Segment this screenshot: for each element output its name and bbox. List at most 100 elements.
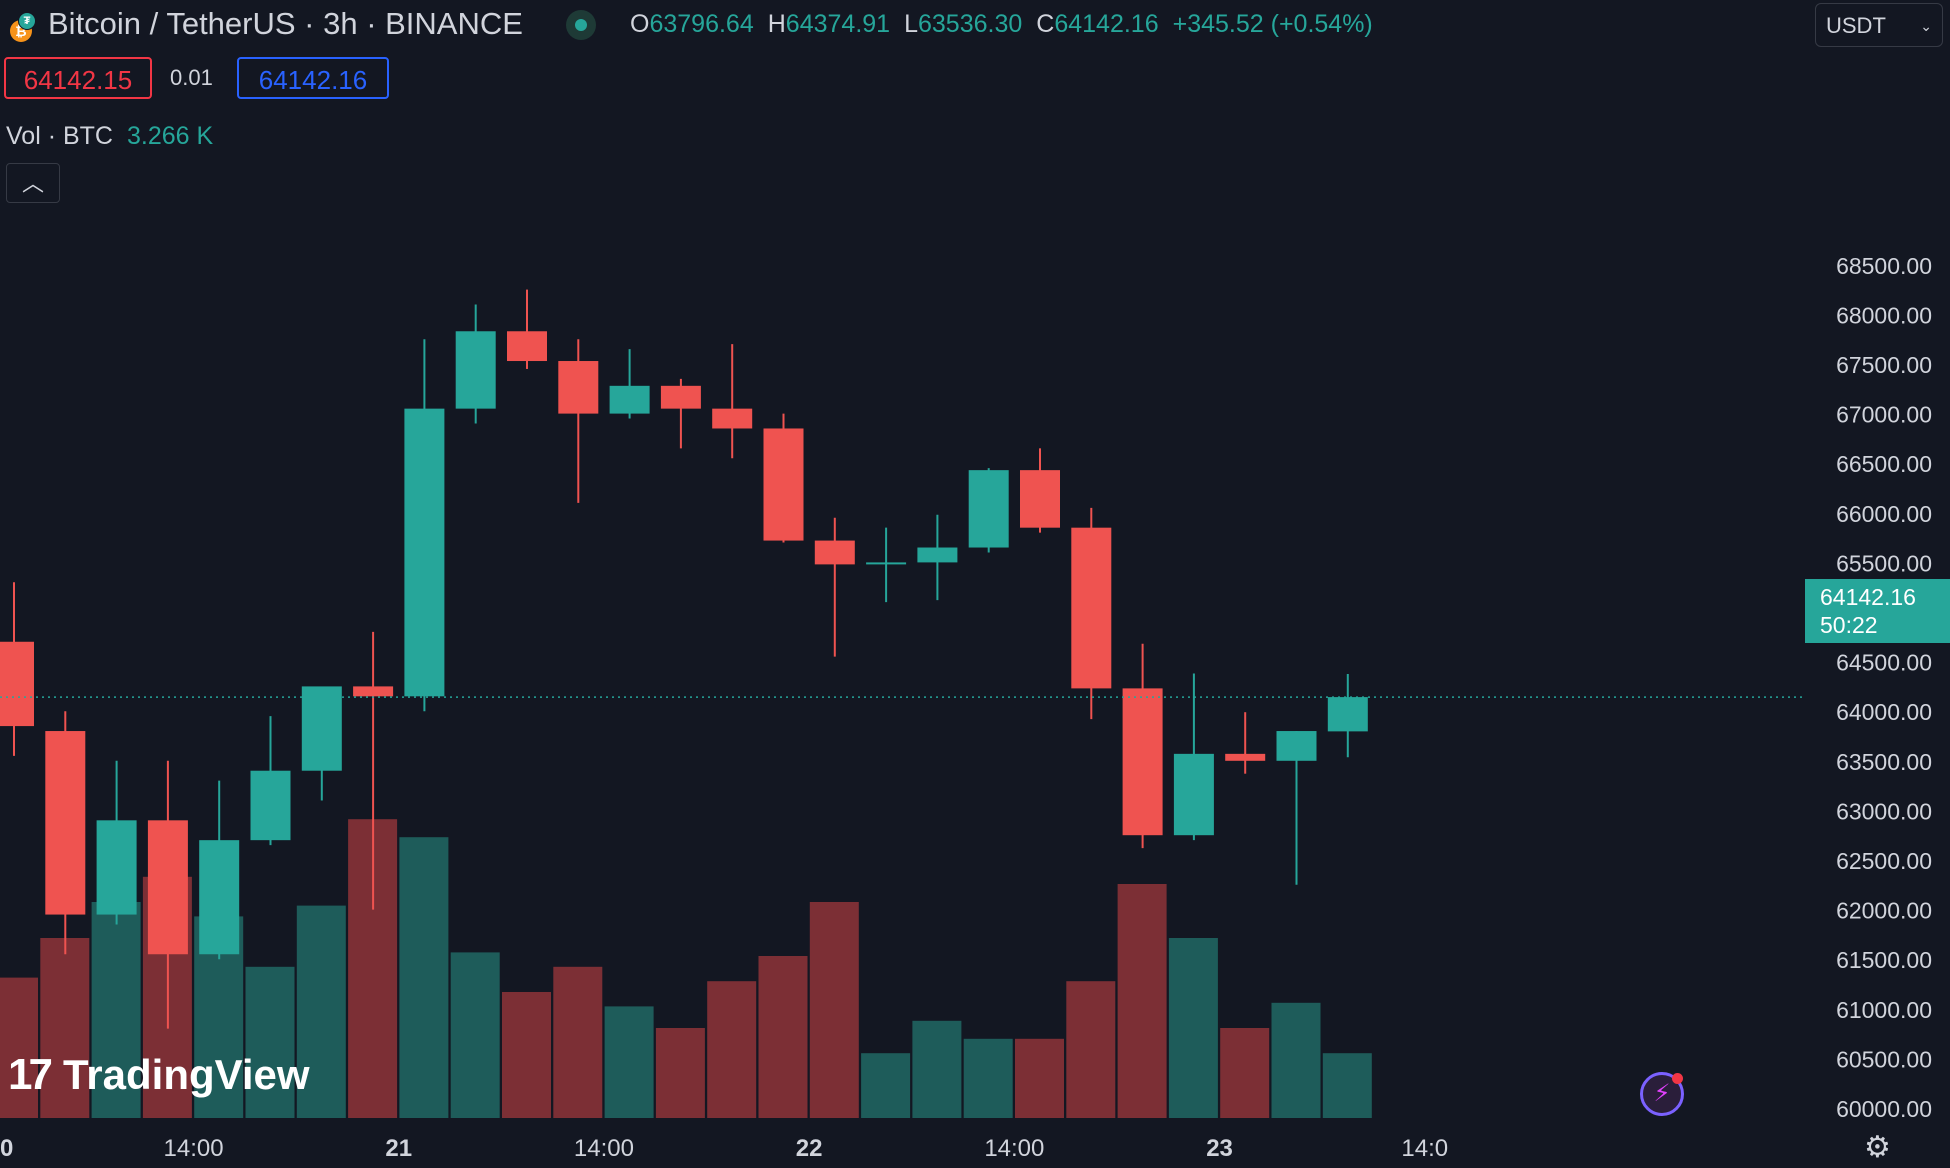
candle-body (814, 540, 855, 565)
candle-body (250, 770, 291, 841)
bar-countdown: 50:22 (1820, 612, 1878, 638)
close-label: C (1036, 10, 1055, 38)
candle[interactable] (866, 527, 907, 603)
candle[interactable] (96, 760, 137, 925)
candle[interactable] (1071, 507, 1112, 720)
sell-button[interactable]: 64142.15 (4, 57, 152, 99)
candle-body (353, 686, 394, 697)
candle[interactable] (814, 517, 855, 657)
candle[interactable] (917, 514, 958, 601)
open-value: 63796.64 (649, 10, 754, 38)
candle-body (1122, 688, 1163, 836)
candle-body (1276, 731, 1317, 761)
volume-bar (707, 981, 757, 1118)
price-tick-label: 66000.00 (1836, 501, 1932, 527)
volume-bar (861, 1053, 911, 1118)
tradingview-logo-icon: 17 (8, 1050, 53, 1099)
time-tick-label: 21 (385, 1135, 412, 1162)
lightning-icon[interactable]: ⚡ (1640, 1072, 1684, 1116)
volume-bar (1066, 981, 1116, 1118)
candle-body (712, 408, 753, 429)
price-tick-label: 61500.00 (1836, 947, 1932, 973)
volume-bar (40, 938, 90, 1118)
candle[interactable] (1225, 712, 1266, 774)
price-tick-label: 61000.00 (1836, 997, 1932, 1023)
candle-body (660, 385, 701, 409)
price-tick-label: 62000.00 (1836, 898, 1932, 924)
market-status-icon[interactable] (566, 10, 596, 40)
last-price-value: 64142.16 (1820, 584, 1916, 610)
time-tick-label: 14:00 (164, 1135, 224, 1162)
symbol-title[interactable]: Bitcoin / TetherUS · 3h · BINANCE (48, 6, 523, 41)
collapse-legend-button[interactable]: ︿ (6, 163, 60, 203)
volume-bar (502, 992, 551, 1118)
volume-legend: Vol · BTC 3.266 K (6, 122, 213, 151)
candle[interactable] (968, 468, 1009, 553)
candle-body (404, 408, 445, 697)
candle[interactable] (1020, 448, 1060, 533)
volume-bar (1117, 884, 1167, 1118)
bitcoin-icon: ₿ ₮ (6, 12, 36, 42)
candle-body (1020, 470, 1060, 528)
low-value: 63536.30 (917, 10, 1023, 38)
settings-icon[interactable]: ⚙ (1864, 1131, 1891, 1164)
candle[interactable] (558, 339, 599, 503)
candle[interactable] (353, 631, 394, 910)
candle[interactable] (147, 760, 188, 1029)
price-tick-label: 68500.00 (1836, 253, 1932, 279)
price-tick-label: 63000.00 (1836, 798, 1932, 824)
time-tick-label: 22 (796, 1135, 823, 1162)
time-axis: 0 14:00 21 14:00 22 14:00 23 14:0 (0, 1118, 1805, 1168)
candle-body (558, 361, 599, 414)
buy-button[interactable]: 64142.16 (237, 57, 389, 99)
volume-value: 3.266 K (126, 122, 214, 150)
candle-body (301, 686, 342, 771)
volume-bar (91, 902, 141, 1118)
candle[interactable] (1276, 731, 1317, 885)
spread-value: 0.01 (170, 65, 213, 90)
time-tick-label: 14:0 (1401, 1135, 1448, 1162)
change-value: +345.52 (+0.54%) (1172, 10, 1373, 38)
candle-body (1071, 527, 1112, 689)
low-label: L (904, 10, 918, 38)
ohlc-legend: O63796.64 H64374.91 L63536.30 C64142.16 … (630, 10, 1373, 39)
price-tick-label: 66500.00 (1836, 451, 1932, 477)
volume-bar (296, 905, 346, 1118)
chevron-down-icon: ⌄ (1920, 18, 1932, 34)
candle[interactable] (1122, 643, 1163, 849)
time-tick-label: 23 (1206, 1135, 1233, 1162)
candle[interactable] (712, 344, 753, 459)
candle[interactable] (507, 289, 547, 369)
volume-bar (553, 966, 603, 1118)
volume-bar (1220, 1028, 1270, 1118)
volume-bar (912, 1020, 962, 1118)
candle[interactable] (199, 780, 240, 960)
candle[interactable] (455, 304, 496, 424)
candle[interactable] (1327, 674, 1368, 758)
candle-body (609, 385, 650, 414)
price-tick-label: 65500.00 (1836, 550, 1932, 576)
time-tick-label: 14:00 (984, 1135, 1044, 1162)
time-tick-label: 0 (0, 1135, 13, 1162)
candle[interactable] (250, 716, 291, 846)
candle-body (455, 331, 496, 409)
candle-body (1173, 753, 1214, 836)
candle[interactable] (0, 582, 34, 756)
price-tick-label: 67000.00 (1836, 402, 1932, 428)
candle-body (45, 731, 86, 915)
candle[interactable] (45, 711, 86, 955)
candle-body (0, 641, 34, 727)
tradingview-logo[interactable]: 17 TradingView (8, 1050, 310, 1100)
candle[interactable] (763, 413, 804, 543)
candle[interactable] (660, 378, 701, 449)
candle[interactable] (609, 349, 650, 419)
candle-body (507, 331, 547, 362)
time-tick-label: 14:00 (574, 1135, 634, 1162)
volume-label: Vol · BTC (6, 122, 113, 150)
candle[interactable] (1173, 673, 1214, 841)
currency-select[interactable]: USDT ⌄ (1815, 3, 1943, 47)
candle[interactable] (404, 339, 445, 712)
candle-body (1327, 697, 1368, 732)
candle[interactable] (301, 686, 342, 801)
